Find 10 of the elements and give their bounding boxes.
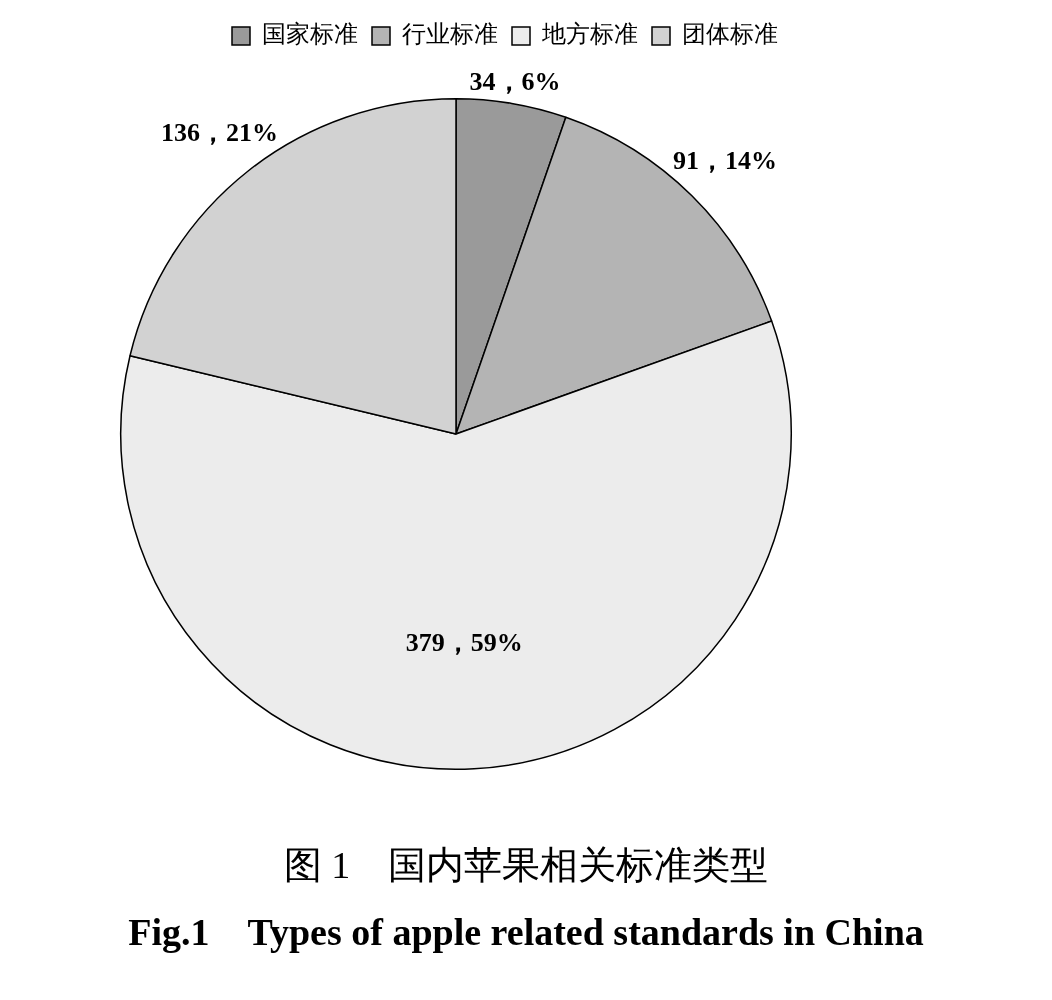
text: Fig.1 Types of apple related standards in China bbox=[127, 910, 925, 955]
legend-label: 地方标准 bbox=[541, 21, 638, 48]
legend-label: 团体标准 bbox=[682, 21, 778, 48]
data-label: 136，21% bbox=[160, 117, 278, 147]
legend-label: 国家标准 bbox=[262, 21, 358, 48]
data-label: 34，6% bbox=[469, 67, 561, 97]
legend-label: 行业标准 bbox=[402, 21, 498, 48]
data-label: 379，59% bbox=[405, 628, 523, 658]
text: 图 1 国内苹果相关标准类型 bbox=[282, 843, 770, 888]
data-label: 91，14% bbox=[672, 146, 777, 176]
